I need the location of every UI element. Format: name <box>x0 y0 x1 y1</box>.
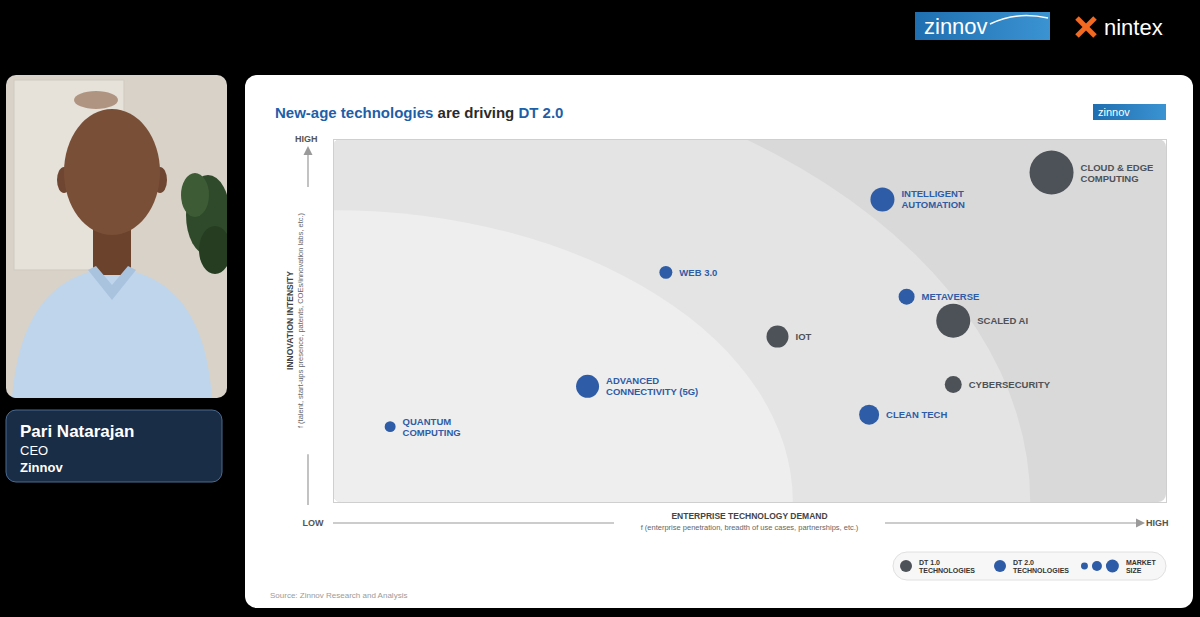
svg-text:CEO: CEO <box>20 443 48 458</box>
svg-text:CLOUD & EDGECOMPUTING: CLOUD & EDGECOMPUTING <box>1081 162 1154 184</box>
svg-text:LOW: LOW <box>303 518 324 528</box>
svg-text:HIGH: HIGH <box>1146 518 1169 528</box>
svg-text:ENTERPRISE TECHNOLOGY DEMAND: ENTERPRISE TECHNOLOGY DEMAND <box>671 511 827 521</box>
svg-text:f (enterprise penetration, bre: f (enterprise penetration, breadth of us… <box>641 523 859 532</box>
svg-text:Zinnov: Zinnov <box>20 460 63 475</box>
svg-text:DT 2.0TECHNOLOGIES: DT 2.0TECHNOLOGIES <box>1013 559 1069 575</box>
svg-text:New-age technologies are drivi: New-age technologies are driving DT 2.0 <box>275 104 563 121</box>
svg-text:INNOVATION INTENSITY: INNOVATION INTENSITY <box>285 271 295 370</box>
svg-text:METAVERSE: METAVERSE <box>922 291 980 302</box>
svg-text:zinnov: zinnov <box>924 14 988 39</box>
svg-text:INTELLIGENTAUTOMATION: INTELLIGENTAUTOMATION <box>901 188 965 210</box>
svg-text:Pari Natarajan: Pari Natarajan <box>20 422 134 441</box>
svg-text:QUANTUMCOMPUTING: QUANTUMCOMPUTING <box>403 416 461 438</box>
svg-text:WEB 3.0: WEB 3.0 <box>679 267 717 278</box>
svg-text:Source: Zinnov Research and An: Source: Zinnov Research and Analysis <box>270 591 407 600</box>
svg-text:DT 1.0TECHNOLOGIES: DT 1.0TECHNOLOGIES <box>919 559 975 575</box>
svg-text:IOT: IOT <box>795 331 811 342</box>
svg-text:ADVANCEDCONNECTIVITY (5G): ADVANCEDCONNECTIVITY (5G) <box>606 375 698 397</box>
svg-text:CYBERSECURITY: CYBERSECURITY <box>969 379 1051 390</box>
svg-text:MARKETSIZE: MARKETSIZE <box>1126 559 1157 575</box>
svg-text:zinnov: zinnov <box>1098 106 1130 118</box>
svg-text:f (talent, start-ups presence,: f (talent, start-ups presence, patents, … <box>296 212 305 428</box>
svg-text:SCALED AI: SCALED AI <box>977 315 1028 326</box>
svg-text:HIGH: HIGH <box>295 134 318 144</box>
svg-text:nintex: nintex <box>1104 15 1163 40</box>
svg-text:CLEAN TECH: CLEAN TECH <box>886 409 947 420</box>
